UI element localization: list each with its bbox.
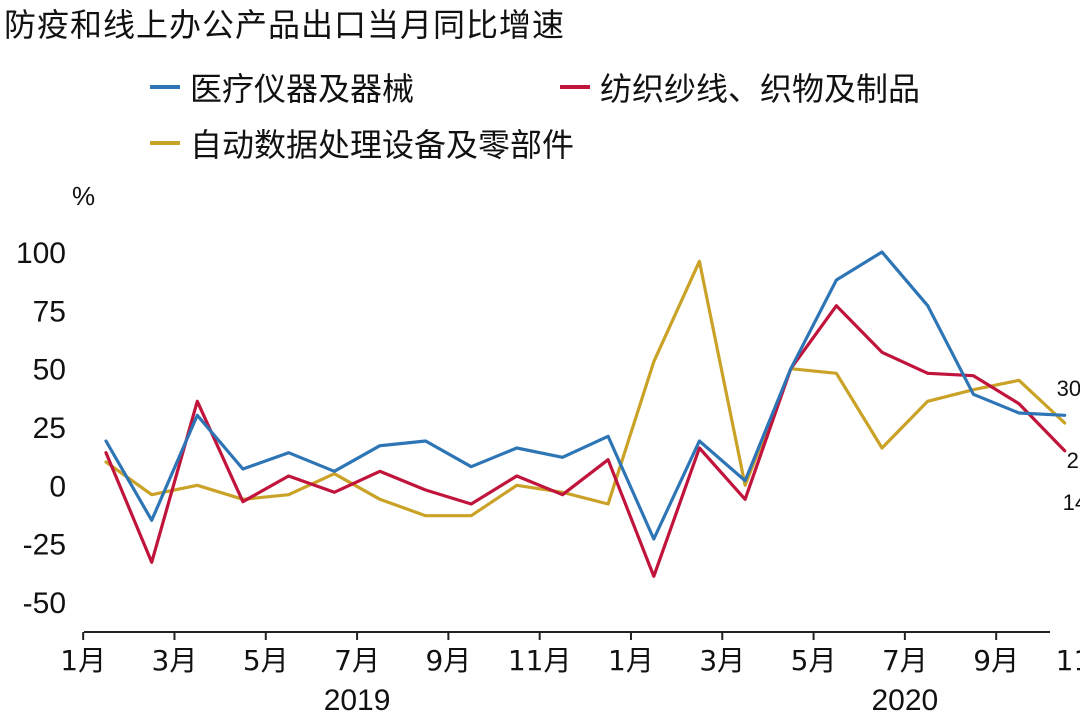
y-tick-label: 75	[33, 295, 66, 328]
series-line	[104, 259, 1067, 518]
x-tick-label: 11月	[1056, 644, 1080, 677]
legend-swatch-textile	[560, 85, 590, 89]
y-unit-label: %	[72, 181, 95, 211]
x-year-label: 2020	[872, 684, 939, 717]
x-tick-label: 3月	[152, 644, 198, 677]
legend-swatch-medical	[150, 85, 180, 89]
end-value-label: 14.8	[1063, 490, 1080, 515]
x-tick-label: 1月	[60, 644, 106, 677]
x-tick-label: 1月	[608, 644, 654, 677]
legend-label-medical: 医疗仪器及器械	[190, 70, 415, 108]
x-year-label: 2019	[324, 684, 391, 717]
y-tick-label: 0	[49, 470, 66, 503]
series-line	[104, 304, 1067, 578]
series-line	[104, 250, 1067, 541]
end-value-label: 26.7	[1067, 448, 1080, 473]
x-tick-label: 9月	[973, 644, 1019, 677]
legend-item-data-processing: 自动数据处理设备及零部件	[150, 120, 574, 166]
legend-swatch-data-processing	[150, 141, 180, 145]
legend-label-data-processing: 自动数据处理设备及零部件	[190, 126, 575, 164]
y-tick-label: 100	[16, 237, 66, 270]
x-tick-label: 5月	[791, 644, 837, 677]
x-tick-label: 5月	[243, 644, 289, 677]
y-tick-label: -50	[23, 587, 66, 620]
x-tick-label: 7月	[334, 644, 380, 677]
y-tick-label: -25	[23, 529, 66, 562]
y-tick-label: 25	[33, 412, 66, 445]
x-tick-label: 11月	[508, 644, 572, 677]
legend-label-textile: 纺织纱线、织物及制品	[600, 70, 921, 108]
legend-item-textile: 纺织纱线、织物及制品	[560, 64, 920, 110]
x-tick-label: 3月	[699, 644, 745, 677]
x-tick-label: 7月	[882, 644, 928, 677]
legend-item-medical: 医疗仪器及器械	[150, 64, 414, 110]
end-value-label: 30.0	[1057, 376, 1080, 401]
y-tick-label: 50	[33, 354, 66, 387]
chart-title: 防疫和线上办公产品出口当月同比增速	[4, 6, 566, 44]
x-tick-label: 9月	[425, 644, 471, 677]
